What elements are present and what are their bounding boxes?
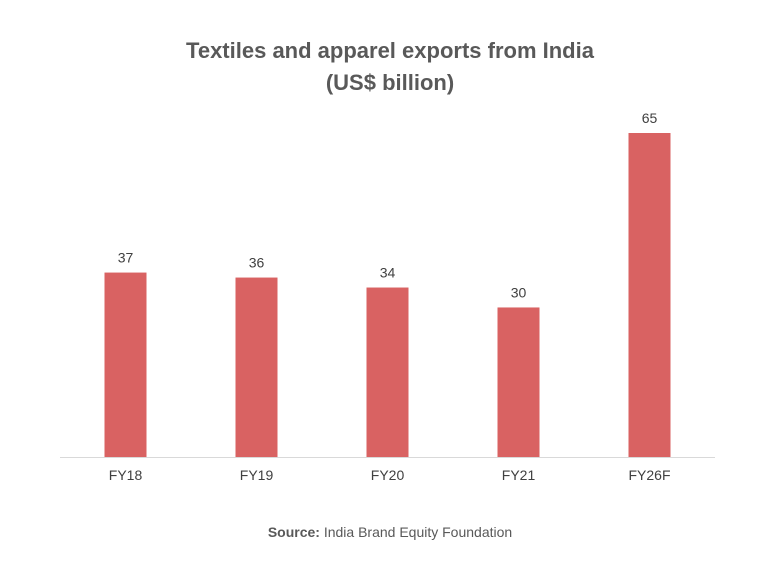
- bar: [497, 307, 540, 457]
- source-text: India Brand Equity Foundation: [323, 524, 513, 540]
- data-label: 36: [249, 255, 265, 271]
- source-label: Source:: [267, 524, 320, 540]
- x-tick-label: FY21: [502, 467, 536, 483]
- data-label: 37: [118, 250, 134, 266]
- data-label: 65: [642, 110, 658, 126]
- source-note: Source: India Brand Equity Foundation: [0, 524, 780, 540]
- chart-title: Textiles and apparel exports from India: [186, 38, 594, 63]
- data-label: 30: [511, 284, 527, 300]
- x-tick-label: FY18: [109, 467, 143, 483]
- bar: [104, 272, 147, 457]
- bar: [628, 133, 671, 457]
- x-tick-label: FY20: [371, 467, 405, 483]
- x-tick-label: FY19: [240, 467, 274, 483]
- bar: [235, 277, 278, 457]
- x-tick-label: FY26F: [628, 467, 670, 483]
- chart-subtitle: (US$ billion): [325, 70, 455, 95]
- bar: [366, 287, 409, 457]
- data-label: 34: [380, 265, 396, 281]
